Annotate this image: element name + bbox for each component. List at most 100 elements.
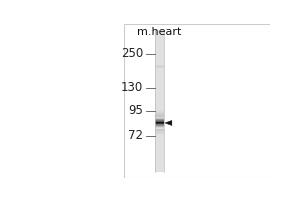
- Bar: [155, 116, 164, 117]
- Bar: [155, 53, 164, 54]
- Bar: [155, 74, 164, 75]
- Bar: [155, 119, 164, 120]
- Bar: [155, 93, 164, 94]
- Bar: [155, 134, 164, 135]
- Bar: [155, 84, 164, 85]
- Bar: [155, 90, 164, 91]
- Text: 250: 250: [121, 47, 143, 60]
- Bar: [155, 126, 164, 127]
- Bar: [155, 169, 164, 170]
- Bar: [155, 91, 164, 92]
- Bar: [155, 145, 164, 146]
- Bar: [155, 133, 164, 134]
- Bar: [155, 97, 164, 98]
- Bar: [155, 150, 164, 151]
- Bar: [155, 41, 164, 42]
- Bar: [155, 38, 164, 39]
- Bar: [155, 148, 164, 149]
- Bar: [155, 163, 164, 164]
- Bar: [155, 43, 164, 44]
- Bar: [155, 63, 164, 64]
- Bar: [124, 24, 270, 178]
- Bar: [155, 117, 164, 118]
- Bar: [155, 92, 164, 93]
- Bar: [155, 45, 164, 46]
- Bar: [155, 33, 164, 34]
- Bar: [155, 70, 164, 71]
- Text: 130: 130: [121, 81, 143, 94]
- Bar: [155, 59, 164, 60]
- Bar: [155, 67, 164, 68]
- Bar: [155, 81, 164, 82]
- Bar: [155, 139, 164, 140]
- Bar: [155, 104, 164, 105]
- Bar: [155, 120, 164, 121]
- Bar: [155, 109, 164, 110]
- Bar: [155, 124, 164, 125]
- Bar: [155, 75, 164, 76]
- Bar: [155, 78, 164, 79]
- Bar: [155, 149, 164, 150]
- Text: 72: 72: [128, 129, 143, 142]
- Bar: [155, 55, 164, 56]
- Bar: [155, 76, 164, 77]
- Bar: [155, 118, 164, 119]
- Bar: [155, 61, 164, 62]
- Bar: [155, 47, 164, 48]
- Bar: [155, 36, 164, 37]
- Bar: [155, 66, 164, 67]
- Bar: [155, 114, 164, 115]
- Bar: [155, 57, 164, 58]
- Bar: [155, 122, 164, 123]
- Bar: [155, 73, 164, 74]
- Bar: [155, 171, 164, 172]
- Bar: [155, 58, 164, 59]
- Bar: [155, 144, 164, 145]
- Bar: [155, 159, 164, 160]
- Bar: [155, 105, 164, 106]
- Bar: [155, 51, 164, 52]
- Polygon shape: [165, 120, 172, 126]
- Bar: [155, 48, 164, 49]
- Bar: [155, 165, 164, 166]
- Bar: [155, 121, 164, 122]
- Bar: [155, 98, 164, 99]
- Bar: [155, 69, 164, 70]
- Bar: [155, 154, 164, 155]
- Bar: [155, 79, 164, 80]
- Bar: [155, 37, 164, 38]
- Bar: [155, 110, 164, 111]
- Bar: [155, 129, 164, 130]
- Bar: [155, 108, 164, 109]
- Bar: [155, 146, 164, 147]
- Bar: [155, 135, 164, 136]
- Bar: [155, 147, 164, 148]
- Bar: [155, 46, 164, 47]
- Bar: [155, 40, 164, 41]
- Bar: [155, 123, 164, 124]
- Bar: [155, 125, 164, 126]
- Bar: [155, 131, 164, 132]
- Bar: [155, 100, 164, 101]
- Bar: [155, 68, 164, 69]
- Bar: [155, 30, 164, 31]
- Bar: [155, 132, 164, 133]
- Bar: [155, 115, 164, 116]
- Text: 95: 95: [128, 104, 143, 117]
- Bar: [155, 94, 164, 95]
- Text: m.heart: m.heart: [137, 27, 182, 37]
- Bar: [155, 89, 164, 90]
- Bar: [155, 136, 164, 137]
- Bar: [155, 96, 164, 97]
- Bar: [155, 83, 164, 84]
- Bar: [155, 54, 164, 55]
- Bar: [155, 128, 164, 129]
- Bar: [155, 140, 164, 141]
- Bar: [155, 162, 164, 163]
- Bar: [155, 60, 164, 61]
- Bar: [155, 65, 164, 66]
- Bar: [155, 143, 164, 144]
- Bar: [155, 56, 164, 57]
- Bar: [155, 167, 164, 168]
- Bar: [155, 168, 164, 169]
